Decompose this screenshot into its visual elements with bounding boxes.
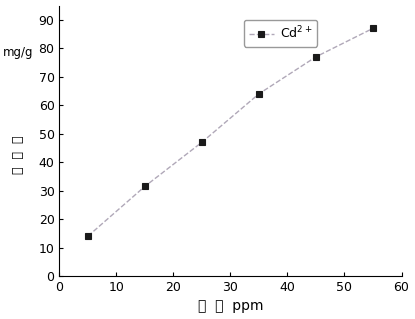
Legend: Cd$^{2+}$: Cd$^{2+}$ (244, 20, 317, 47)
Cd$^{2+}$ (313, 55, 318, 59)
Cd$^{2+}$ (371, 26, 376, 30)
Cd$^{2+}$ (200, 140, 205, 144)
Text: mg/g: mg/g (3, 46, 34, 59)
Text: 吸  附  量: 吸 附 量 (12, 135, 25, 174)
Cd$^{2+}$ (256, 92, 261, 96)
X-axis label: 浓  度  ppm: 浓 度 ppm (198, 300, 263, 314)
Line: Cd$^{2+}$: Cd$^{2+}$ (84, 25, 376, 240)
Cd$^{2+}$ (142, 184, 147, 188)
Cd$^{2+}$ (85, 234, 90, 238)
